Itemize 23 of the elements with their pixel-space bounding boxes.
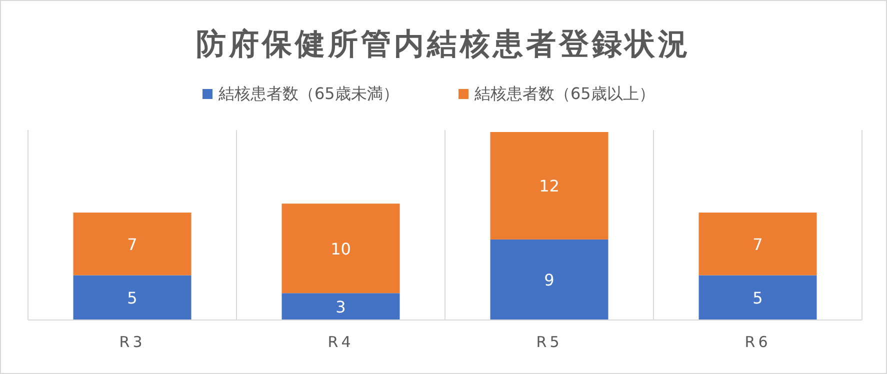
legend-label: 結核患者数（65歳未満） bbox=[218, 84, 399, 103]
data-label: 10 bbox=[330, 239, 351, 258]
bar bbox=[490, 239, 608, 320]
x-tick-label: R4 bbox=[328, 333, 354, 351]
legend-label: 結核患者数（65歳以上） bbox=[474, 84, 655, 103]
bar bbox=[73, 275, 192, 320]
bar bbox=[490, 132, 608, 240]
data-label: 9 bbox=[544, 270, 554, 290]
chart-title: 防府保健所管内結核患者登録状況 bbox=[196, 27, 691, 62]
bar bbox=[698, 212, 817, 276]
data-label: 5 bbox=[127, 288, 138, 308]
bar bbox=[282, 204, 400, 294]
bar bbox=[698, 275, 817, 320]
bar bbox=[73, 212, 192, 276]
bar bbox=[282, 293, 400, 320]
x-tick-label: R5 bbox=[536, 333, 562, 351]
data-label: 7 bbox=[752, 234, 763, 254]
x-tick-label: R3 bbox=[119, 333, 146, 351]
x-tick-label: R6 bbox=[744, 333, 771, 351]
data-label: 5 bbox=[752, 288, 763, 308]
data-label: 7 bbox=[127, 234, 138, 254]
data-label: 3 bbox=[336, 298, 346, 317]
data-label: 12 bbox=[539, 176, 560, 196]
